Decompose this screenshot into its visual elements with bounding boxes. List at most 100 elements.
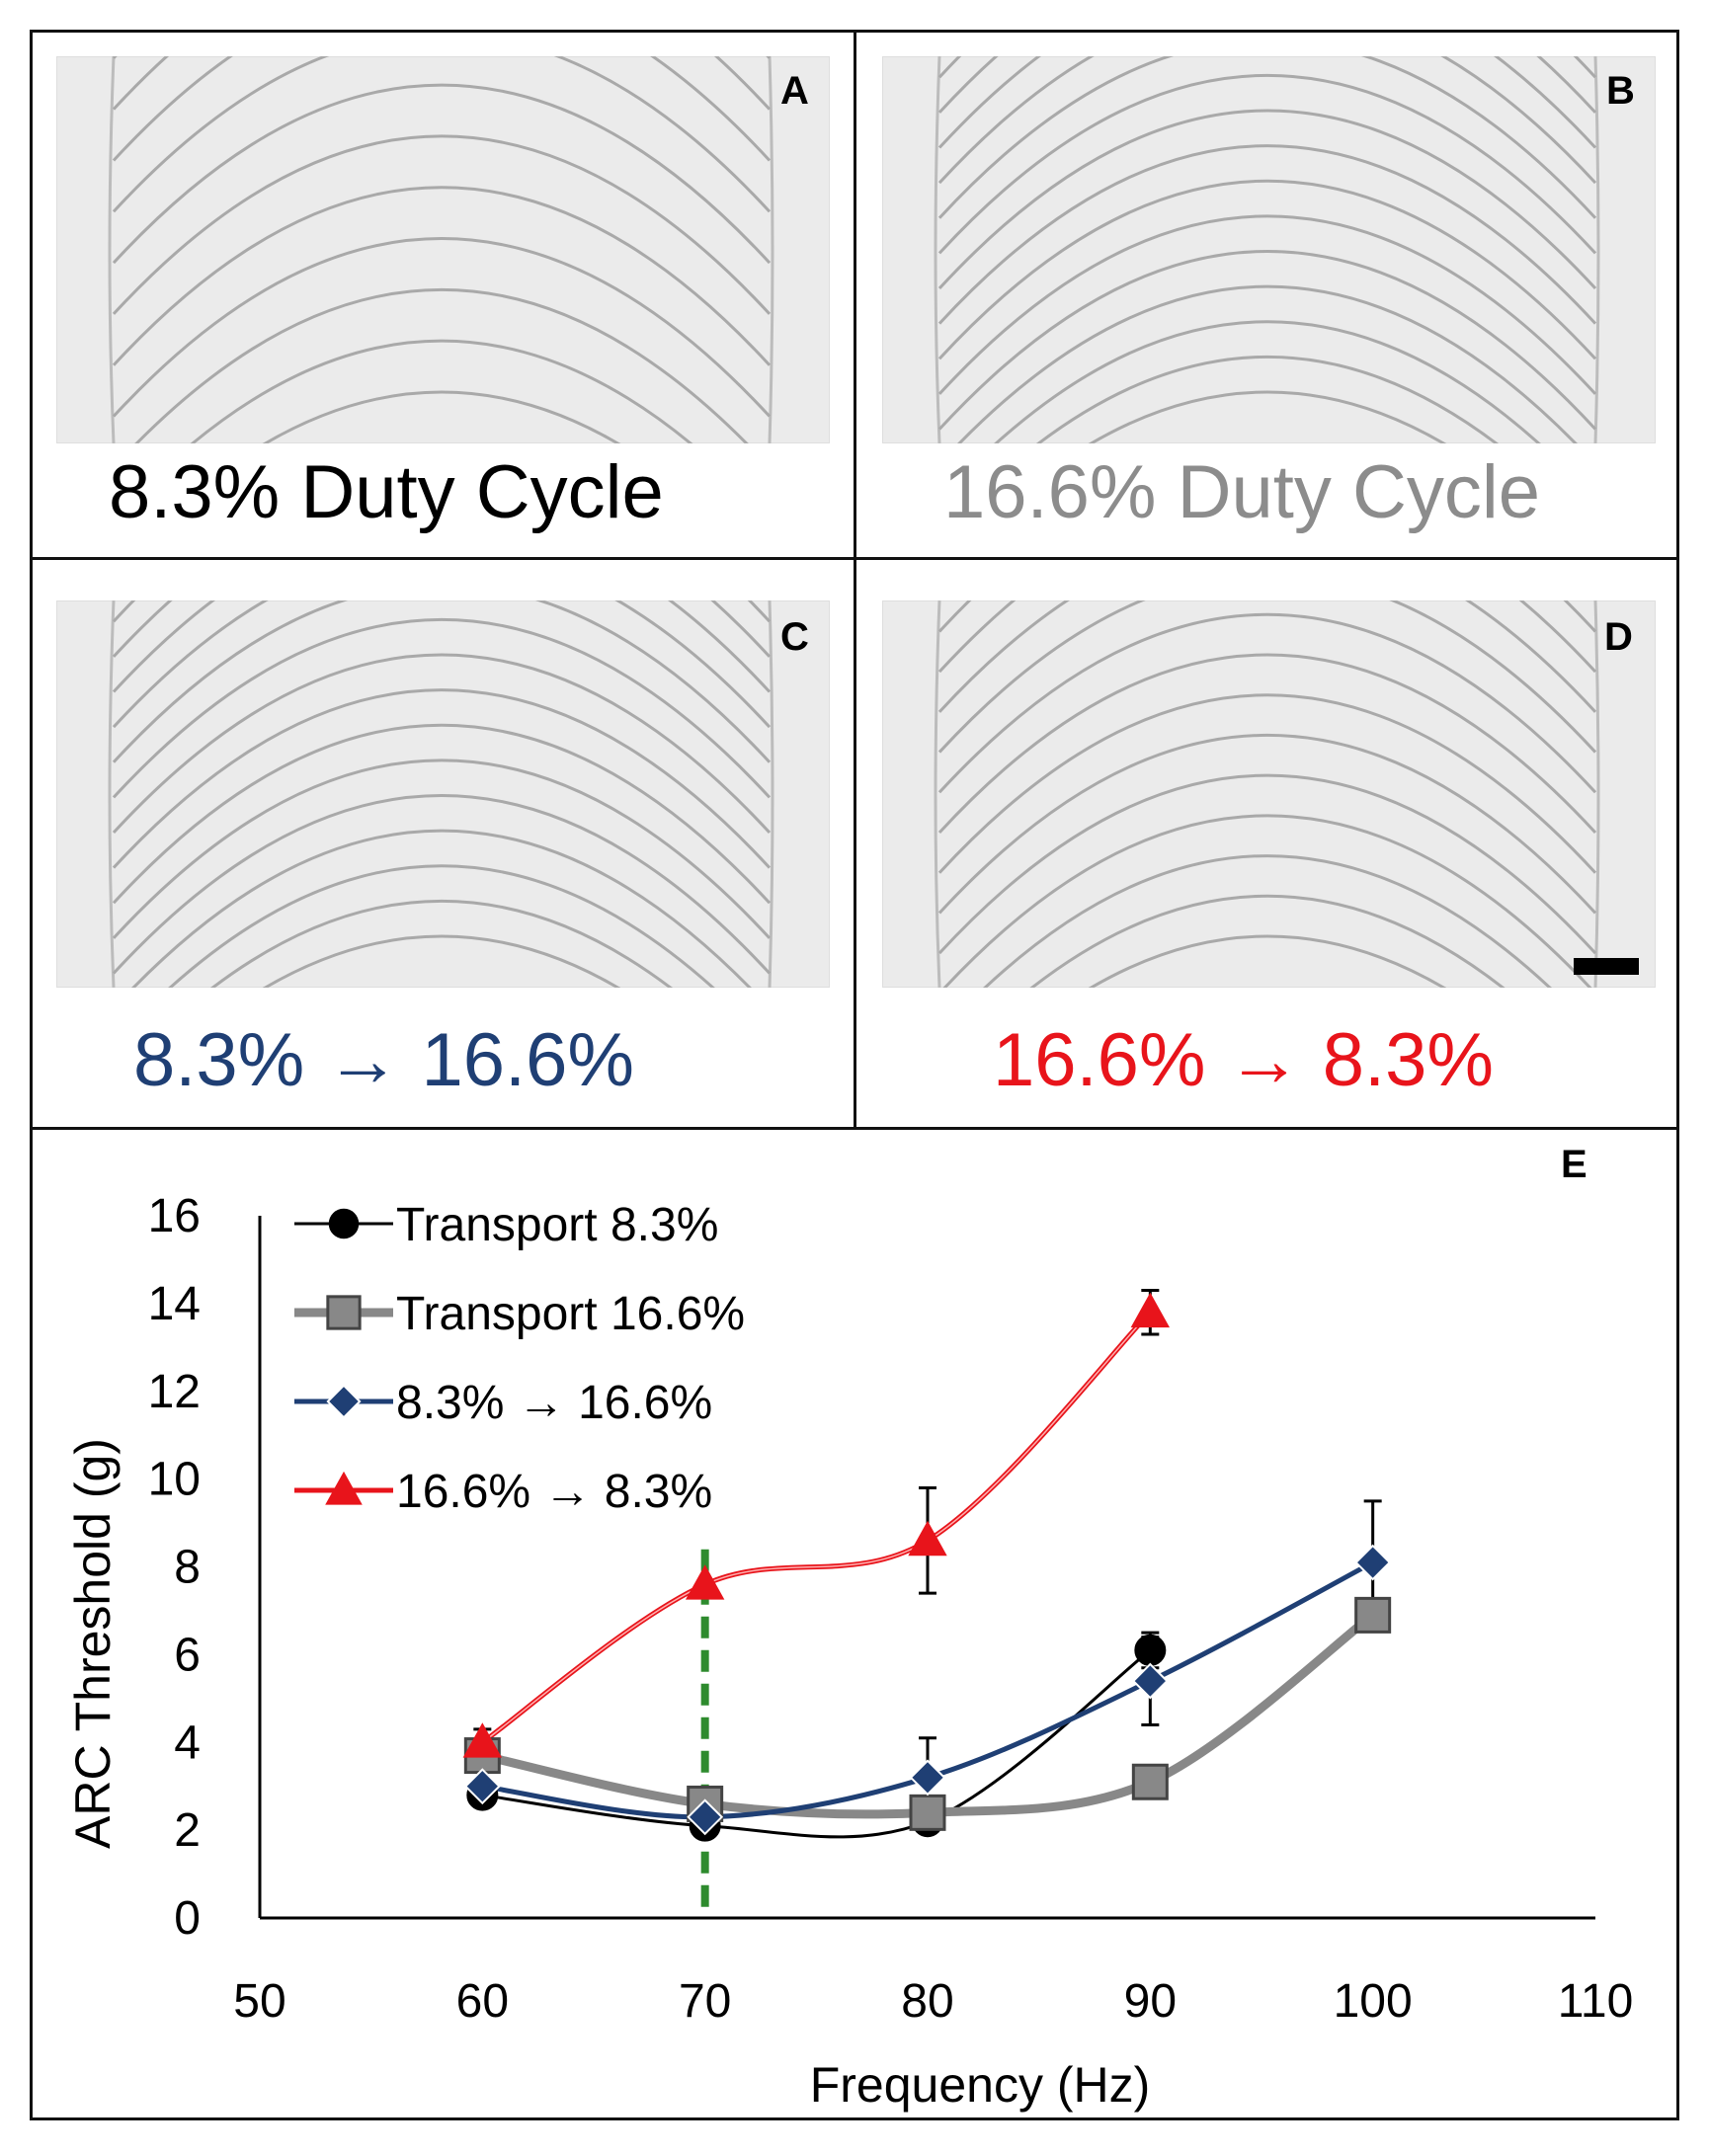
channel-wall-right (1593, 600, 1600, 988)
wave-arc (112, 600, 772, 763)
wave-arc (112, 759, 772, 939)
y-tick-label: 10 (148, 1454, 201, 1506)
wave-arc (112, 600, 772, 729)
x-tick-label: 60 (456, 1975, 509, 2028)
wave-arc (937, 109, 1597, 290)
panel-label-e: E (1561, 1143, 1587, 1186)
y-tick-label: 8 (174, 1542, 201, 1594)
caption-c: 8.3% → 16.6% (133, 1018, 634, 1102)
data-point (462, 1722, 503, 1758)
y-tick-label: 0 (174, 1892, 201, 1945)
legend-entry: Transport 16.6% (294, 1288, 745, 1340)
data-point (909, 1794, 946, 1831)
wave-arc (134, 287, 749, 443)
wave-arc (937, 56, 1597, 149)
x-tick-label: 70 (679, 1975, 731, 2028)
channel-wall-right (1593, 56, 1600, 443)
legend-entry: 8.3% → 16.6% (294, 1377, 712, 1429)
data-point (687, 1798, 724, 1836)
panel-label-a: A (780, 69, 809, 113)
wave-arc (131, 829, 752, 988)
scale-bar (1574, 958, 1639, 975)
data-point (1354, 1544, 1392, 1581)
wave-arc (262, 934, 621, 988)
micrograph-b (882, 56, 1656, 443)
legend-marker (326, 1384, 362, 1419)
wave-arc (937, 733, 1597, 915)
data-point (685, 1564, 725, 1600)
panel-label-b: B (1606, 69, 1635, 113)
x-tick-label: 80 (901, 1975, 953, 2028)
wave-arc (937, 214, 1597, 395)
data-point (1134, 1634, 1167, 1666)
wave-arc (112, 600, 772, 693)
wave-arc (937, 653, 1597, 835)
channel-wall-right (768, 600, 774, 988)
channel-wall-left (934, 600, 941, 988)
data-point (1131, 1763, 1169, 1800)
wave-arc (1029, 894, 1506, 988)
wave-arc (190, 339, 693, 443)
legend-label: 8.3% → 16.6% (396, 1377, 712, 1429)
wave-arc (168, 864, 715, 988)
wave-arc (112, 237, 772, 418)
channel-wall-left (108, 56, 116, 443)
wave-arc (112, 653, 772, 835)
divider-vertical (854, 30, 856, 1129)
y-axis-title: ARC Threshold (g) (65, 1438, 121, 1849)
wave-arc (112, 56, 772, 162)
channel-wall-left (934, 56, 941, 443)
data-point (463, 1768, 501, 1805)
series-line-highlight (481, 1312, 1151, 1743)
legend-marker (326, 1295, 362, 1330)
wave-arc (937, 773, 1597, 955)
wave-arc (1036, 355, 1499, 443)
legend-label: Transport 8.3% (396, 1199, 718, 1251)
wave-arc (942, 814, 1592, 988)
wave-arc (994, 320, 1541, 443)
caption-a: 8.3% Duty Cycle (109, 450, 664, 534)
legend-label: 16.6% → 8.3% (396, 1466, 712, 1518)
wave-arc (1088, 390, 1447, 443)
micrograph-c (56, 600, 830, 988)
channel-wall-right (768, 56, 774, 443)
y-tick-label: 12 (148, 1366, 201, 1418)
panel-label-d: D (1604, 615, 1633, 659)
data-point (1131, 1662, 1169, 1700)
wave-arc (937, 73, 1597, 255)
wave-arc (112, 83, 772, 265)
wave-arc (937, 56, 1597, 185)
x-tick-label: 50 (233, 1975, 285, 2028)
wave-arc (937, 144, 1597, 325)
wave-arc (937, 612, 1597, 794)
wave-arc (937, 250, 1597, 431)
x-tick-label: 110 (1558, 1975, 1634, 2028)
legend-marker (328, 1208, 360, 1239)
wave-arc (112, 688, 772, 869)
wave-arc (112, 617, 772, 799)
series-line (480, 1648, 1152, 1839)
x-axis-title: Frequency (Hz) (810, 2057, 1151, 2113)
wave-arc (112, 186, 772, 366)
micrograph-a (56, 56, 830, 443)
wave-arc (112, 56, 772, 213)
data-point (1130, 1292, 1171, 1328)
wave-arc (937, 693, 1597, 874)
wave-arc (112, 134, 772, 315)
data-point (908, 1520, 947, 1557)
micrograph-d (882, 600, 1656, 988)
wave-arc (937, 600, 1597, 713)
y-tick-label: 16 (148, 1190, 201, 1242)
panel-label-c: C (780, 615, 809, 659)
caption-d: 16.6% → 8.3% (993, 1018, 1494, 1102)
channel-wall-left (108, 600, 116, 988)
y-tick-label: 14 (148, 1278, 201, 1330)
wave-arc (210, 899, 673, 988)
legend-entry: Transport 8.3% (294, 1199, 718, 1251)
y-tick-label: 4 (174, 1717, 201, 1769)
data-point (1354, 1596, 1392, 1634)
y-tick-label: 6 (174, 1629, 201, 1681)
y-tick-label: 2 (174, 1804, 201, 1857)
x-tick-label: 90 (1124, 1975, 1177, 2028)
data-point (909, 1759, 946, 1797)
